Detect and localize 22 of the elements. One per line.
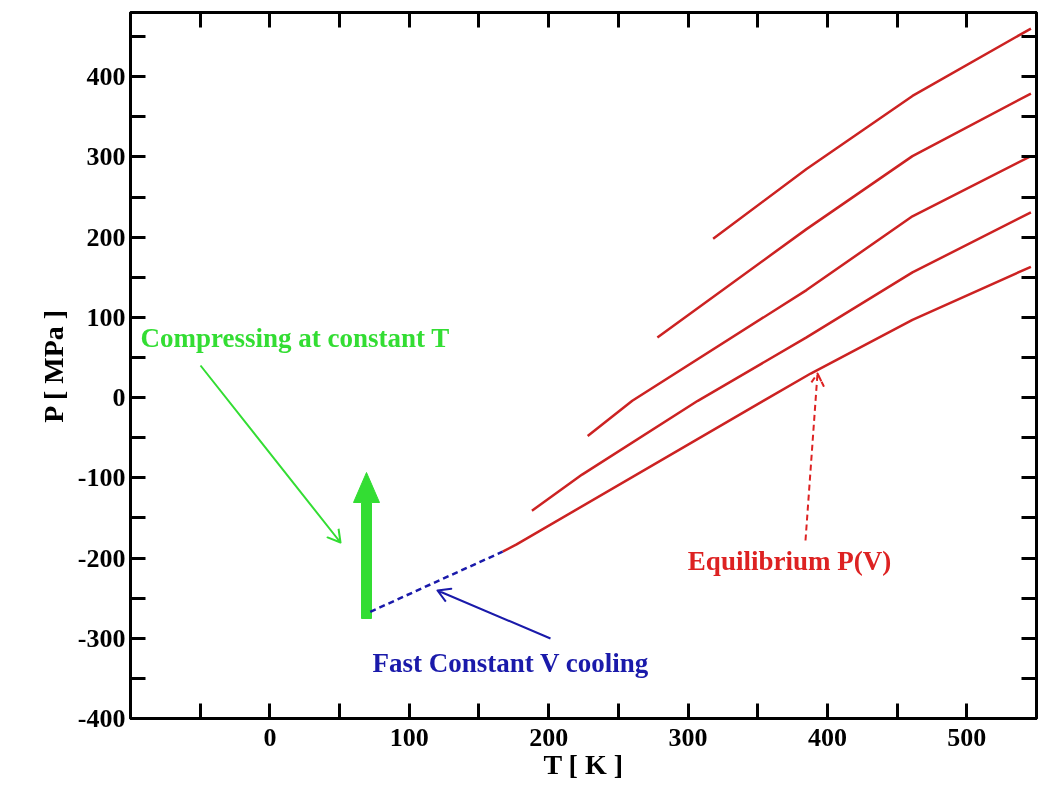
y-tick-label: -200 (77, 543, 126, 573)
line-series (501, 265, 1033, 553)
line-series (656, 92, 1033, 339)
annotation: Fast Constant V cooling (372, 647, 649, 678)
y-tick-label: 400 (86, 62, 126, 92)
y-tick-label: -400 (77, 704, 126, 733)
y-tick-label: 0 (112, 383, 126, 413)
line-series (711, 27, 1033, 240)
y-tick-label: 300 (86, 142, 126, 172)
line-series (530, 211, 1033, 512)
annotation: Equilibrium P(V) (687, 545, 892, 576)
y-tick-label: 100 (86, 302, 126, 332)
y-tick-label: -100 (77, 463, 126, 493)
y-axis-title: P [ MPa ] (37, 309, 69, 423)
x-tick-label: 100 (389, 722, 429, 752)
x-tick-label: 400 (807, 722, 847, 752)
y-tick-label: 200 (86, 222, 126, 252)
x-tick-label: 0 (263, 722, 277, 752)
x-tick-label: 300 (668, 722, 708, 752)
annotation: Compressing at constant T (140, 322, 450, 353)
x-tick-label: 500 (947, 722, 987, 752)
y-tick-label: -300 (77, 623, 126, 653)
